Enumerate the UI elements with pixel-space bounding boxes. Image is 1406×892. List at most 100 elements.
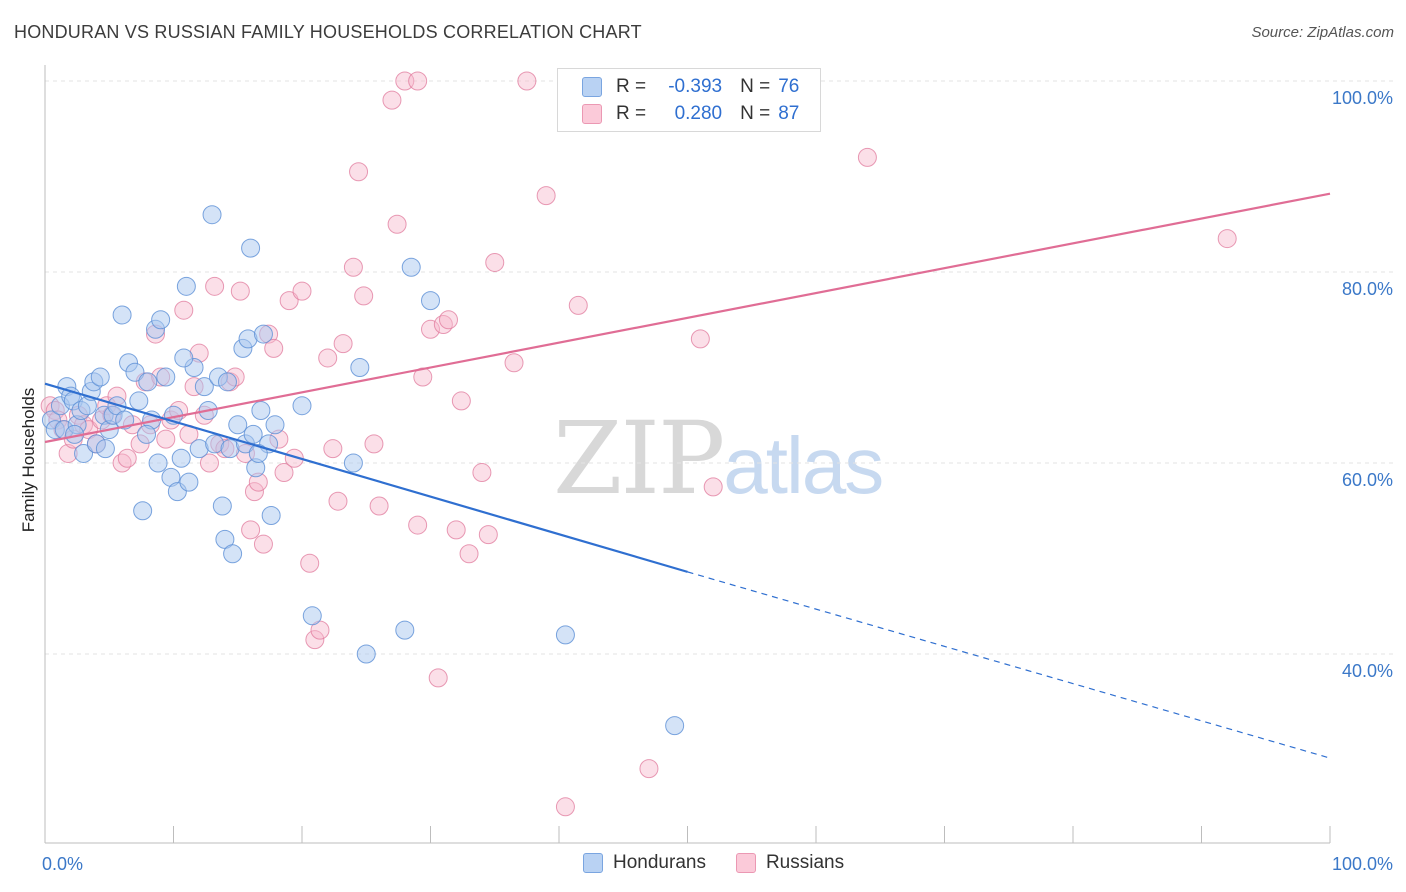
hondurans-point bbox=[265, 415, 285, 435]
russians-point bbox=[323, 439, 343, 459]
hondurans-point bbox=[253, 324, 273, 344]
russians-point bbox=[205, 276, 225, 296]
russians-point bbox=[333, 334, 353, 354]
russians-point bbox=[517, 71, 537, 91]
russians-point bbox=[199, 453, 219, 473]
russians-point bbox=[428, 668, 448, 688]
russians-point bbox=[536, 186, 556, 206]
russians-point bbox=[244, 482, 264, 502]
russians-point bbox=[305, 630, 325, 650]
russians-point bbox=[279, 291, 299, 311]
tick-labels: 40.0% 60.0% 80.0% 100.0% 0.0% 100.0% Family Ho… bbox=[19, 88, 1393, 874]
hondurans-point bbox=[356, 644, 376, 664]
hondurans-point bbox=[421, 291, 440, 311]
russians-point bbox=[328, 491, 348, 511]
watermark: ZIPatlas bbox=[553, 400, 884, 517]
y-axis-title: Family Households bbox=[19, 388, 38, 533]
russians-point bbox=[369, 496, 389, 516]
russians-trend-line bbox=[44, 192, 1331, 444]
russians-point bbox=[156, 429, 176, 449]
russians-point bbox=[485, 252, 505, 272]
hondurans-point bbox=[292, 396, 312, 416]
hondurans-point bbox=[137, 424, 157, 444]
axes bbox=[44, 65, 1331, 844]
russians-point bbox=[451, 391, 471, 411]
legend-n-label: N = bbox=[740, 103, 771, 124]
x-tick-label-max: 100.0% bbox=[1332, 854, 1393, 874]
y-tick-label: 80.0% bbox=[1342, 279, 1393, 299]
hondurans-point bbox=[202, 205, 222, 225]
hondurans-point bbox=[350, 358, 370, 377]
russians-point bbox=[354, 286, 374, 306]
hondurans-point bbox=[212, 496, 232, 516]
legend-row-hondurans: R = -0.393 N = 76 bbox=[582, 74, 799, 100]
russians-point bbox=[857, 147, 877, 167]
russians-legend-label: Russians bbox=[765, 852, 845, 873]
russians-point bbox=[639, 759, 659, 779]
hondurans-trend-extension bbox=[687, 571, 1331, 759]
hondurans-point bbox=[138, 372, 158, 392]
y-tick-label: 40.0% bbox=[1342, 661, 1393, 681]
russians-point bbox=[364, 434, 384, 454]
hondurans-point bbox=[223, 544, 243, 564]
russians-point bbox=[253, 534, 273, 554]
russians-point bbox=[174, 300, 194, 320]
hondurans-point bbox=[343, 453, 363, 473]
hondurans-n-value: 76 bbox=[778, 76, 800, 97]
russians-point bbox=[408, 515, 428, 535]
russians-point bbox=[459, 544, 479, 564]
source-label: Source: ZipAtlas.com bbox=[1251, 24, 1394, 41]
russians-point bbox=[318, 348, 338, 368]
russians-point bbox=[343, 257, 363, 277]
hondurans-point bbox=[156, 367, 176, 387]
hondurans-point bbox=[302, 606, 322, 626]
correlation-legend: R = -0.393 N = 76 R = 0.280 N = 87 bbox=[557, 68, 821, 132]
russians-point bbox=[472, 463, 492, 483]
hondurans-points bbox=[41, 205, 685, 736]
hondurans-legend-icon bbox=[583, 853, 603, 873]
hondurans-point bbox=[151, 310, 171, 330]
hondurans-point bbox=[125, 362, 145, 382]
hondurans-point bbox=[148, 453, 168, 473]
hondurans-point bbox=[179, 472, 199, 492]
russians-point bbox=[230, 281, 250, 301]
hondurans-point bbox=[133, 501, 153, 521]
russians-point bbox=[438, 310, 458, 330]
russians-point bbox=[274, 463, 294, 483]
russians-point bbox=[349, 162, 369, 182]
legend-r-label: R = bbox=[616, 76, 647, 97]
russians-n-value: 87 bbox=[778, 103, 800, 124]
russians-point bbox=[241, 520, 261, 540]
russians-point bbox=[292, 281, 312, 301]
watermark-zip: ZIP bbox=[553, 400, 725, 517]
russians-swatch-icon bbox=[582, 104, 602, 124]
grid-lines bbox=[45, 80, 1395, 655]
hondurans-point bbox=[90, 367, 110, 387]
hondurans-point bbox=[112, 305, 132, 325]
hondurans-point bbox=[401, 257, 421, 277]
hondurans-point bbox=[74, 443, 94, 463]
russians-point bbox=[264, 338, 284, 358]
russians-point bbox=[387, 214, 407, 234]
hondurans-point bbox=[217, 372, 237, 392]
russians-point bbox=[446, 520, 466, 540]
russians-point bbox=[690, 329, 710, 349]
hondurans-point bbox=[176, 276, 196, 296]
russians-point bbox=[703, 477, 723, 497]
hondurans-legend-label: Hondurans bbox=[613, 852, 706, 873]
russians-point bbox=[300, 553, 320, 573]
hondurans-point bbox=[194, 377, 214, 397]
russians-legend-icon bbox=[735, 853, 756, 873]
hondurans-r-value: -0.393 bbox=[668, 76, 723, 97]
trend-lines bbox=[44, 192, 1331, 759]
watermark-atlas: atlas bbox=[723, 421, 884, 510]
hondurans-point bbox=[95, 439, 115, 459]
hondurans-point bbox=[261, 506, 281, 526]
russians-point bbox=[382, 90, 402, 110]
russians-point bbox=[504, 353, 524, 373]
hondurans-point bbox=[129, 391, 149, 411]
chart-title: HONDURAN VS RUSSIAN FAMILY HOUSEHOLDS CO… bbox=[14, 22, 642, 42]
legend-r-label: R = bbox=[616, 103, 647, 124]
y-tick-label: 100.0% bbox=[1332, 88, 1393, 108]
